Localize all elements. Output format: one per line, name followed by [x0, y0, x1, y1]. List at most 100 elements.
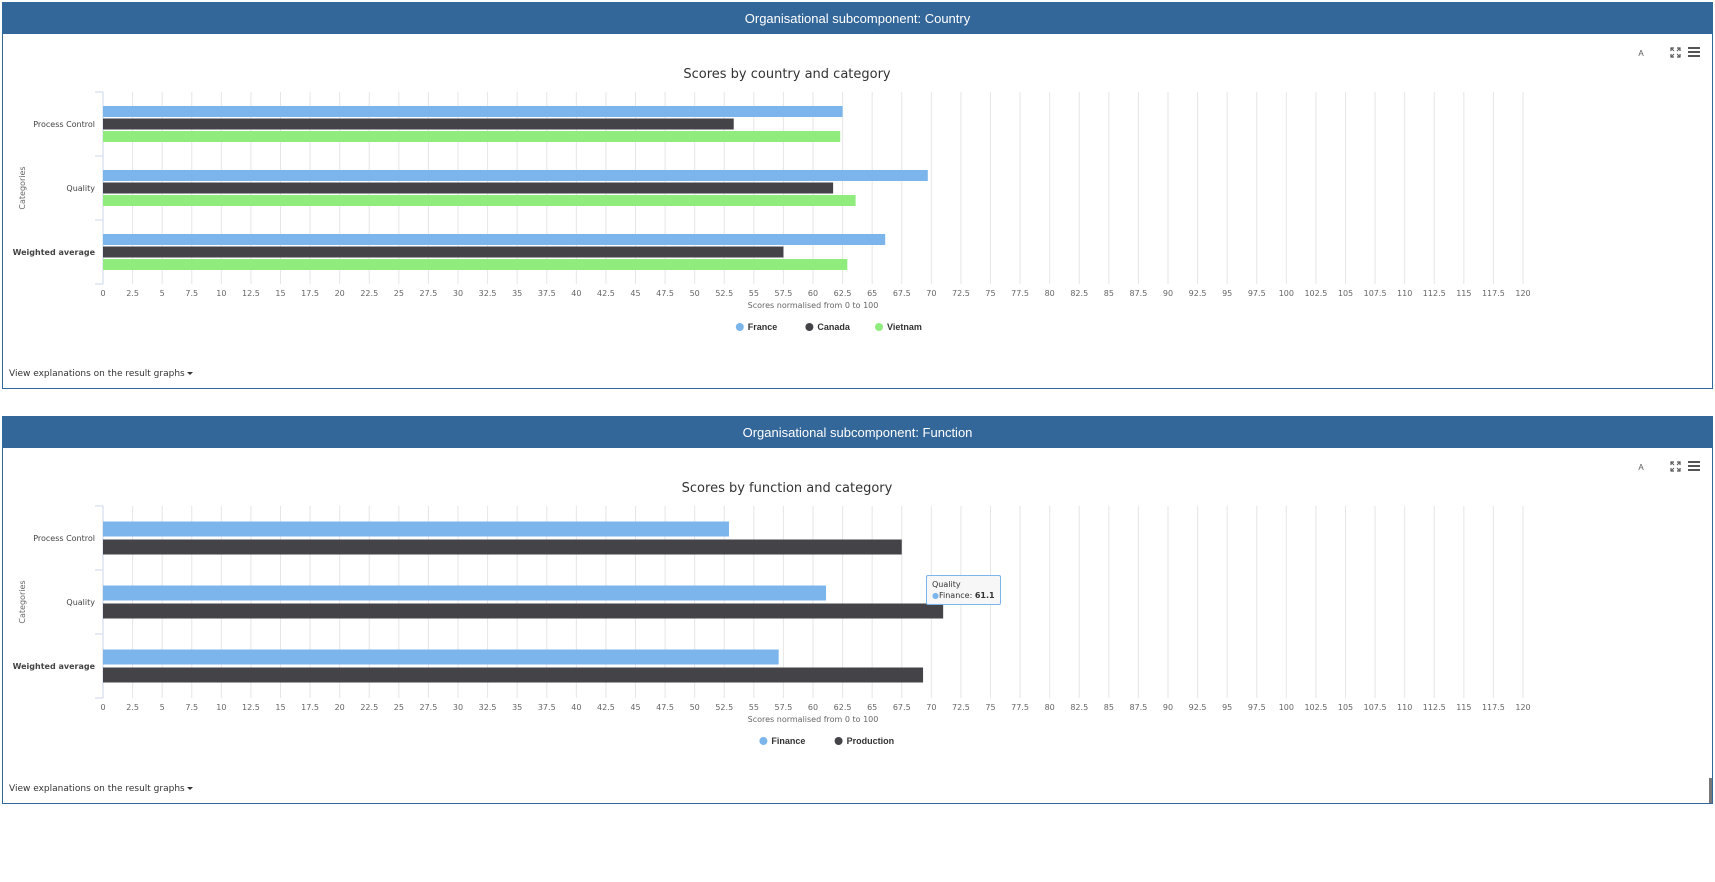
legend-label: France — [748, 322, 778, 332]
x-tick-label: 115 — [1456, 289, 1471, 298]
x-tick-label: 22.5 — [360, 289, 378, 298]
bar-canada[interactable] — [103, 246, 784, 258]
x-tick-label: 30 — [453, 289, 463, 298]
x-tick-label: 97.5 — [1248, 289, 1266, 298]
x-tick-label: 35 — [512, 703, 522, 712]
x-tick-label: 120 — [1515, 703, 1530, 712]
x-tick-label: 10 — [216, 289, 226, 298]
x-axis-title: Scores normalised from 0 to 100 — [748, 715, 879, 724]
x-tick-label: 67.5 — [893, 703, 911, 712]
x-tick-label: 15 — [275, 703, 285, 712]
legend-label: Finance — [771, 736, 805, 746]
x-tick-label: 37.5 — [538, 703, 556, 712]
x-tick-label: 55 — [749, 289, 759, 298]
bar-production[interactable] — [103, 603, 944, 619]
language-icon[interactable]: A — [1638, 48, 1644, 58]
x-tick-label: 0 — [100, 703, 105, 712]
bar-finance[interactable] — [103, 521, 729, 537]
bar-france[interactable] — [103, 170, 928, 181]
x-tick-label: 115 — [1456, 703, 1471, 712]
x-tick-label: 45 — [630, 289, 640, 298]
bar-vietnam[interactable] — [103, 195, 856, 206]
x-tick-label: 82.5 — [1070, 703, 1088, 712]
fullscreen-icon[interactable] — [1667, 45, 1683, 59]
y-axis-title: Categories — [18, 166, 27, 209]
x-tick-label: 55 — [749, 703, 759, 712]
legend-symbol — [875, 323, 883, 331]
x-tick-label: 92.5 — [1189, 289, 1207, 298]
bar-france[interactable] — [103, 234, 886, 245]
category-label: Process Control — [33, 534, 95, 543]
tooltip-value: 61.1 — [974, 591, 995, 600]
language-icon[interactable]: A — [1638, 462, 1644, 472]
category-label: Weighted average — [13, 248, 96, 257]
bar-canada[interactable] — [103, 118, 734, 130]
x-tick-label: 2.5 — [126, 289, 139, 298]
legend-item-finance[interactable]: Finance — [759, 736, 805, 746]
caret-down-icon — [186, 372, 193, 375]
x-tick-label: 60 — [808, 703, 818, 712]
category-label: Quality — [66, 184, 95, 193]
x-tick-label: 117.5 — [1482, 289, 1505, 298]
x-tick-label: 47.5 — [656, 703, 674, 712]
x-tick-label: 85 — [1104, 289, 1114, 298]
x-tick-label: 87.5 — [1130, 289, 1148, 298]
view-explanations-label: View explanations on the result graphs — [9, 784, 185, 794]
panel-header: Organisational subcomponent: Function — [3, 417, 1712, 448]
x-tick-label: 27.5 — [420, 703, 438, 712]
view-explanations-link[interactable]: View explanations on the result graphs — [9, 784, 193, 794]
x-tick-label: 95 — [1222, 703, 1232, 712]
x-tick-label: 87.5 — [1130, 703, 1148, 712]
country-panel: Organisational subcomponent: Country Sco… — [2, 2, 1713, 389]
x-tick-label: 110 — [1397, 703, 1412, 712]
bar-canada[interactable] — [103, 182, 834, 194]
x-tick-label: 42.5 — [597, 289, 615, 298]
x-tick-label: 52.5 — [715, 703, 733, 712]
bar-finance[interactable] — [103, 649, 779, 665]
bar-vietnam[interactable] — [103, 259, 848, 270]
scrollbar-thumb[interactable] — [1709, 778, 1712, 803]
x-tick-label: 90 — [1163, 289, 1173, 298]
menu-icon[interactable] — [1686, 45, 1702, 59]
bar-vietnam[interactable] — [103, 131, 841, 142]
fullscreen-icon[interactable] — [1667, 459, 1683, 473]
x-tick-label: 75 — [985, 289, 995, 298]
x-tick-label: 37.5 — [538, 289, 556, 298]
x-tick-label: 7.5 — [185, 703, 198, 712]
x-tick-label: 102.5 — [1304, 289, 1327, 298]
legend-item-canada[interactable]: Canada — [805, 322, 851, 332]
bar-production[interactable] — [103, 539, 902, 555]
x-tick-label: 107.5 — [1364, 703, 1387, 712]
tooltip-category: Quality — [932, 580, 961, 589]
legend-item-production[interactable]: Production — [834, 736, 895, 746]
x-tick-label: 25 — [394, 289, 404, 298]
category-label: Weighted average — [13, 662, 96, 671]
bar-production[interactable] — [103, 667, 924, 683]
legend-item-france[interactable]: France — [735, 322, 778, 332]
x-tick-label: 25 — [394, 703, 404, 712]
legend-item-vietnam[interactable]: Vietnam — [875, 322, 922, 332]
bar-france[interactable] — [103, 106, 843, 117]
x-tick-label: 10 — [216, 703, 226, 712]
view-explanations-link[interactable]: View explanations on the result graphs — [9, 369, 193, 379]
legend-label: Production — [847, 736, 895, 746]
x-tick-label: 70 — [926, 703, 936, 712]
x-tick-label: 90 — [1163, 703, 1173, 712]
menu-icon[interactable] — [1686, 459, 1702, 473]
bar-finance[interactable] — [103, 585, 827, 601]
legend-label: Canada — [817, 322, 851, 332]
x-tick-label: 107.5 — [1364, 289, 1387, 298]
x-tick-label: 80 — [1045, 703, 1055, 712]
x-tick-label: 105 — [1338, 703, 1353, 712]
x-tick-label: 110 — [1397, 289, 1412, 298]
x-tick-label: 105 — [1338, 289, 1353, 298]
tooltip-series-row: ●Finance: 61.1 — [932, 591, 995, 600]
x-tick-label: 35 — [512, 289, 522, 298]
x-tick-label: 15 — [275, 289, 285, 298]
x-tick-label: 30 — [453, 703, 463, 712]
x-tick-label: 62.5 — [834, 289, 852, 298]
caret-down-icon — [186, 787, 193, 790]
x-tick-label: 57.5 — [775, 703, 793, 712]
x-tick-label: 112.5 — [1423, 289, 1446, 298]
